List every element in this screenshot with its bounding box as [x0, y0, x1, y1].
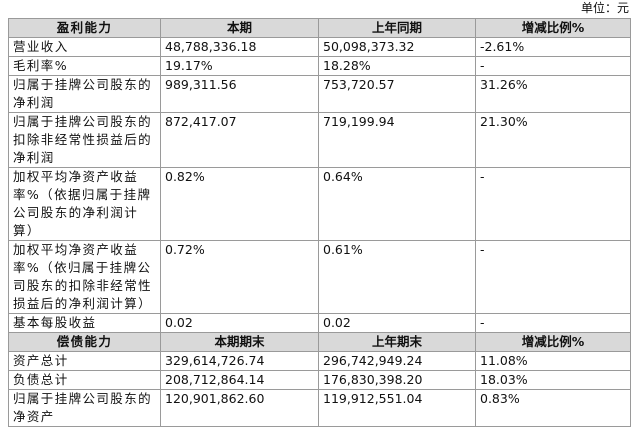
cell: 营业收入 — [8, 37, 161, 57]
header-cell: 上年同期 — [318, 18, 476, 38]
cell: 120,901,862.60 — [160, 389, 319, 427]
cell: 19.17% — [160, 56, 319, 76]
cell: 989,311.56 — [160, 75, 319, 113]
cell: 48,788,336.18 — [160, 37, 319, 57]
header-cell: 偿债能力 — [8, 332, 161, 352]
cell: 0.02 — [318, 313, 476, 333]
cell: 753,720.57 — [318, 75, 476, 113]
data-row: 负债总计 208,712,864.14 176,830,398.20 18.03% — [8, 370, 631, 390]
data-row: 加权平均净资产收益率%（依据归属于挂牌公司股东的净利润计算） 0.82% 0.64%… — [8, 167, 631, 241]
header-cell: 本期 — [160, 18, 319, 38]
cell: -2.61% — [475, 37, 631, 57]
header-cell: 上年期末 — [318, 332, 476, 352]
data-row: 归属于挂牌公司股东的净利润 989,311.56 753,720.57 31.26% — [8, 75, 631, 113]
cell: 296,742,949.24 — [318, 351, 476, 371]
cell: 0.72% — [160, 240, 319, 314]
cell: 176,830,398.20 — [318, 370, 476, 390]
cell: 基本每股收益 — [8, 313, 161, 333]
data-row: 加权平均净资产收益率%（依归属于挂牌公司股东的扣除非经常性损益后的净利润计算） 0… — [8, 240, 631, 314]
cell: 0.82% — [160, 167, 319, 241]
cell: 0.61% — [318, 240, 476, 314]
header-row: 偿债能力 本期期末 上年期末 增减比例% — [8, 332, 631, 352]
cell: 归属于挂牌公司股东的扣除非经常性损益后的净利润 — [8, 112, 161, 168]
data-row: 归属于挂牌公司股东的净资产 120,901,862.60 119,912,551.0… — [8, 389, 631, 427]
cell: 毛利率% — [8, 56, 161, 76]
header-cell: 增减比例% — [475, 332, 631, 352]
cell: 0.83% — [475, 389, 631, 427]
cell: 50,098,373.32 — [318, 37, 476, 57]
cell: 归属于挂牌公司股东的净资产 — [8, 389, 161, 427]
cell: - — [475, 240, 631, 314]
cell: 加权平均净资产收益率%（依归属于挂牌公司股东的扣除非经常性损益后的净利润计算） — [8, 240, 161, 314]
unit-label: 单位：元 — [580, 1, 629, 15]
data-row: 资产总计 329,614,726.74 296,742,949.24 11.08% — [8, 351, 631, 371]
header-cell: 本期期末 — [160, 332, 319, 352]
cell: 0.64% — [318, 167, 476, 241]
cell: 208,712,864.14 — [160, 370, 319, 390]
cell: 18.03% — [475, 370, 631, 390]
cell: 119,912,551.04 — [318, 389, 476, 427]
data-row: 归属于挂牌公司股东的扣除非经常性损益后的净利润 872,417.07 719,199… — [8, 112, 631, 168]
cell: 归属于挂牌公司股东的净利润 — [8, 75, 161, 113]
data-row: 毛利率% 19.17% 18.28% - — [8, 56, 631, 76]
data-row: 营业收入 48,788,336.18 50,098,373.32 -2.61% — [8, 37, 631, 57]
cell: 31.26% — [475, 75, 631, 113]
cell: - — [475, 167, 631, 241]
header-cell: 增减比例% — [475, 18, 631, 38]
cell: 21.30% — [475, 112, 631, 168]
cell: 加权平均净资产收益率%（依据归属于挂牌公司股东的净利润计算） — [8, 167, 161, 241]
financial-table: 盈利能力 本期 上年同期 增减比例% 营业收入 48,788,336.18 50,098,3… — [8, 18, 631, 427]
cell: 0.02 — [160, 313, 319, 333]
cell: - — [475, 56, 631, 76]
cell: 18.28% — [318, 56, 476, 76]
cell: 负债总计 — [8, 370, 161, 390]
cell: 资产总计 — [8, 351, 161, 371]
cell: 329,614,726.74 — [160, 351, 319, 371]
cell: 719,199.94 — [318, 112, 476, 168]
data-row: 基本每股收益 0.02 0.02- — [8, 313, 631, 333]
cell: 11.08% — [475, 351, 631, 371]
cell: 872,417.07 — [160, 112, 319, 168]
table-body: 盈利能力 本期 上年同期 增减比例% 营业收入 48,788,336.18 50,098,3… — [8, 18, 631, 427]
cell: - — [475, 313, 631, 333]
header-row: 盈利能力 本期 上年同期 增减比例% — [8, 18, 631, 38]
header-cell: 盈利能力 — [8, 18, 161, 38]
